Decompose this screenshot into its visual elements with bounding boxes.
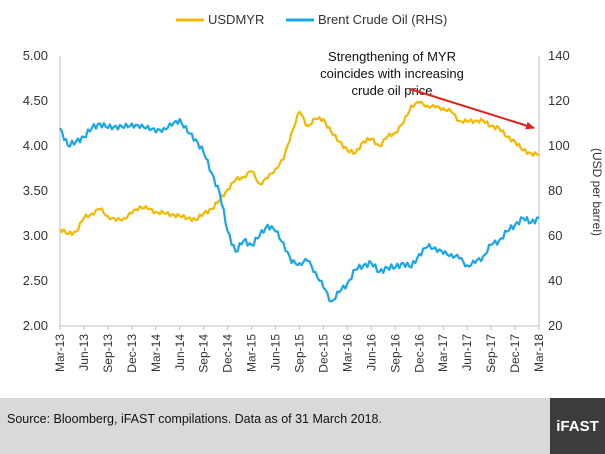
- x-tick-label: Sep-16: [388, 334, 402, 373]
- x-tick-label: Sep-14: [197, 334, 211, 373]
- left-tick-label: 4.00: [23, 138, 48, 153]
- x-tick-label: Jun-14: [173, 334, 187, 371]
- right-tick-label: 60: [548, 228, 562, 243]
- annotation-line-2: coincides with increasing: [320, 66, 464, 81]
- right-tick-label: 140: [548, 48, 570, 63]
- series-line-brent: [59, 117, 540, 303]
- left-axis-ticks: 2.00 2.50 3.00 3.50 4.00 4.50 5.00: [23, 48, 48, 333]
- x-tick-label: Jun-15: [269, 334, 283, 371]
- x-tick-label: Mar-16: [340, 334, 354, 372]
- annotation: Strengthening of MYR coincides with incr…: [320, 49, 535, 130]
- x-tick-label: Jun-17: [460, 334, 474, 371]
- x-tick-label: Jun-16: [364, 334, 378, 371]
- series-line-usdmyr: [59, 100, 540, 236]
- x-axis-ticks: Mar-13 Jun-13 Sep-13 Dec-13 Mar-14 Jun-14 Sep-…: [53, 326, 546, 373]
- annotation-line-1: Strengthening of MYR: [328, 49, 456, 64]
- x-tick-label: Mar-13: [53, 334, 67, 372]
- left-tick-label: 2.50: [23, 273, 48, 288]
- left-tick-label: 4.50: [23, 93, 48, 108]
- left-tick-label: 2.00: [23, 318, 48, 333]
- right-axis-ticks: 20 40 60 80 100 120 140: [548, 48, 570, 333]
- x-tick-label: Mar-17: [436, 334, 450, 372]
- source-note: Source: Bloomberg, iFAST compilations. D…: [7, 412, 382, 426]
- dual-axis-line-chart: USDMYR Brent Crude Oil (RHS) 2.00 2.50 3.0…: [23, 12, 604, 373]
- legend-label-brent: Brent Crude Oil (RHS): [318, 12, 447, 27]
- x-tick-label: Sep-15: [293, 334, 307, 373]
- legend: USDMYR Brent Crude Oil (RHS): [176, 12, 447, 27]
- left-tick-label: 3.50: [23, 183, 48, 198]
- right-tick-label: 20: [548, 318, 562, 333]
- x-tick-label: Mar-14: [149, 334, 163, 372]
- x-tick-label: Jun-13: [77, 334, 91, 371]
- left-tick-label: 5.00: [23, 48, 48, 63]
- x-tick-label: Dec-16: [412, 334, 426, 373]
- x-tick-label: Dec-14: [221, 334, 235, 373]
- x-tick-label: Mar-18: [532, 334, 546, 372]
- x-tick-label: Dec-15: [316, 334, 330, 373]
- right-axis-label: (USD per barrel): [590, 148, 604, 236]
- series-layer: [59, 100, 540, 303]
- x-tick-label: Dec-17: [508, 334, 522, 373]
- ifast-logo: iFAST: [550, 398, 605, 454]
- annotation-line-3: crude oil price: [352, 83, 433, 98]
- x-tick-label: Mar-15: [245, 334, 259, 372]
- legend-label-usdmyr: USDMYR: [208, 12, 264, 27]
- footer: Source: Bloomberg, iFAST compilations. D…: [0, 398, 605, 454]
- right-tick-label: 40: [548, 273, 562, 288]
- right-tick-label: 120: [548, 93, 570, 108]
- right-tick-label: 80: [548, 183, 562, 198]
- x-tick-label: Dec-13: [125, 334, 139, 373]
- annotation-arrow: [409, 88, 535, 130]
- x-tick-label: Sep-13: [101, 334, 115, 373]
- left-tick-label: 3.00: [23, 228, 48, 243]
- x-tick-label: Sep-17: [484, 334, 498, 373]
- right-tick-label: 100: [548, 138, 570, 153]
